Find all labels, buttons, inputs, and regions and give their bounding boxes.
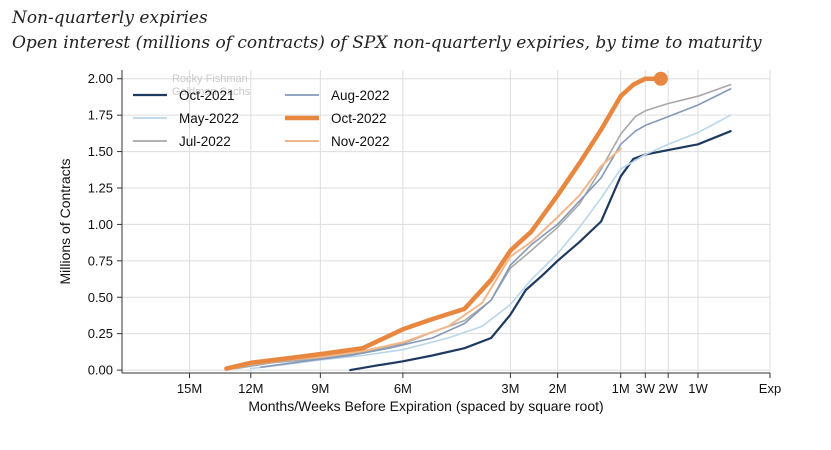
x-tick-label: 3M [501, 381, 519, 396]
x-axis-label: Months/Weeks Before Expiration (spaced b… [248, 398, 603, 414]
x-tick-label: 1M [612, 381, 630, 396]
x-tick-label: Exp [759, 381, 781, 396]
legend-label-may-2022: May-2022 [179, 111, 239, 126]
legend-label-oct-2021: Oct-2021 [179, 88, 235, 103]
x-tick-label: 1W [688, 381, 708, 396]
series-line-may-2022 [250, 114, 732, 370]
x-tick-label: 3W [636, 381, 656, 396]
chart-title: Non-quarterly expiries [12, 8, 208, 28]
legend-label-nov-2022: Nov-2022 [331, 134, 390, 149]
watermark-text: Rocky Fishman [172, 73, 248, 85]
x-tick-label: 9M [311, 381, 329, 396]
legend-label-oct-2022: Oct-2022 [331, 111, 387, 126]
chart-title-block: Non-quarterly expiries Open interest (mi… [12, 6, 762, 56]
x-tick-label: 6M [394, 381, 412, 396]
series-line-nov-2022 [225, 147, 622, 372]
y-tick-label: 1.25 [88, 180, 113, 195]
legend: Oct-2021 Aug-2022 May-2022 Oct-2022 Jul-2022… [133, 88, 390, 149]
series-endpoint-oct-2022 [653, 71, 668, 86]
x-tick-label: 12M [238, 381, 263, 396]
x-tick-label: 2W [658, 381, 678, 396]
y-tick-label: 0.75 [88, 253, 113, 268]
y-tick-label: 0.50 [88, 290, 113, 305]
y-axis-label: Millions of Contracts [57, 158, 73, 284]
legend-label-aug-2022: Aug-2022 [331, 88, 390, 103]
y-tick-label: 1.75 [88, 108, 113, 123]
y-tick-label: 2.00 [88, 71, 113, 86]
watermark-text: Goldman Sachs [172, 86, 251, 98]
series-line-oct-2021 [349, 130, 732, 372]
series-line-aug-2022 [260, 88, 732, 369]
y-tick-label: 0.25 [88, 326, 113, 341]
legend-label-jul-2022: Jul-2022 [179, 134, 231, 149]
series-line-oct-2022 [224, 76, 664, 371]
y-tick-label: 1.50 [88, 144, 113, 159]
x-tick-label: 2M [549, 381, 567, 396]
axes: 0.00 0.25 0.50 0.75 1.00 1.25 1.50 1.75 2.00 15M 1… [57, 70, 781, 414]
y-tick-label: 0.00 [88, 363, 113, 378]
chart-subtitle: Open interest (millions of contracts) of… [12, 33, 762, 53]
y-tick-label: 1.00 [88, 217, 113, 232]
x-tick-label: 15M [177, 381, 202, 396]
series-group [224, 71, 732, 372]
